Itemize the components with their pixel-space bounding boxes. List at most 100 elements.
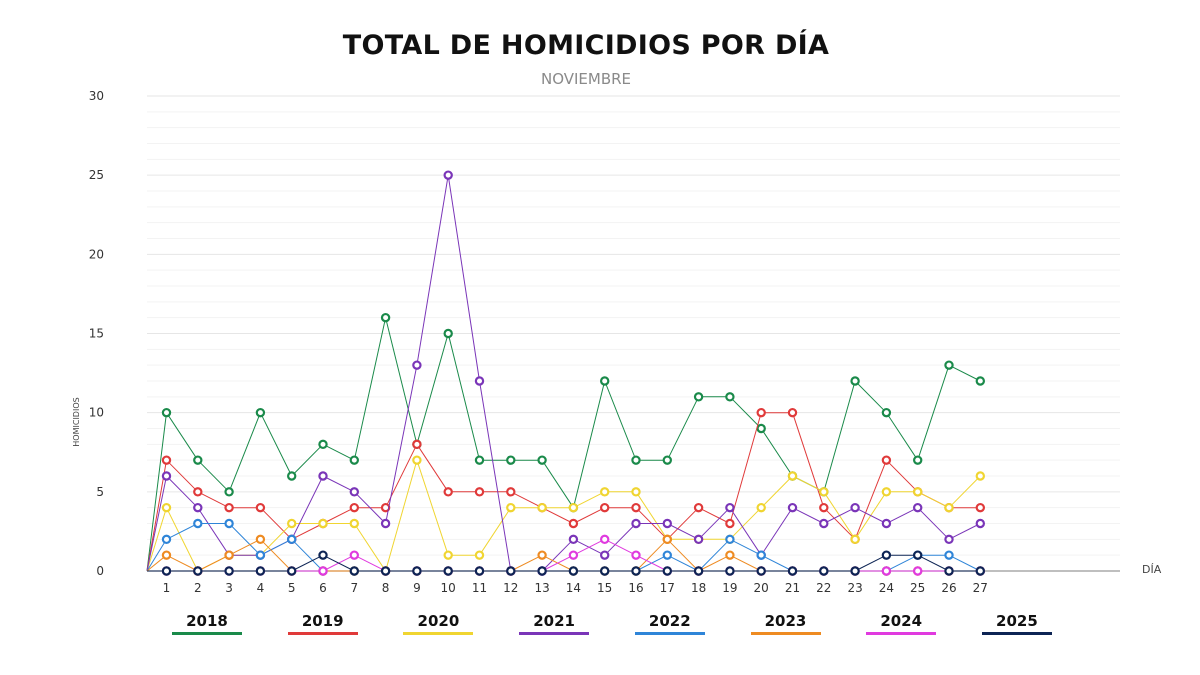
data-point[interactable] xyxy=(881,455,892,465)
data-point[interactable] xyxy=(725,392,735,402)
data-point[interactable] xyxy=(693,502,704,513)
data-point[interactable] xyxy=(944,566,954,576)
data-point[interactable] xyxy=(787,407,798,418)
data-point[interactable] xyxy=(318,518,328,529)
data-point[interactable] xyxy=(600,566,610,576)
data-point[interactable] xyxy=(725,502,735,513)
data-point[interactable] xyxy=(412,455,422,465)
data-point[interactable] xyxy=(506,566,516,576)
data-point[interactable] xyxy=(756,423,766,434)
data-point[interactable] xyxy=(412,360,422,370)
data-point[interactable] xyxy=(600,502,610,513)
data-point[interactable] xyxy=(756,550,766,560)
data-point[interactable] xyxy=(161,550,172,560)
data-point[interactable] xyxy=(756,502,766,513)
data-point[interactable] xyxy=(756,407,766,418)
data-point[interactable] xyxy=(380,566,391,576)
data-point[interactable] xyxy=(349,566,359,576)
data-point[interactable] xyxy=(662,534,673,545)
data-point[interactable] xyxy=(318,566,328,576)
data-point[interactable] xyxy=(193,502,203,513)
data-point[interactable] xyxy=(944,534,954,545)
data-point[interactable] xyxy=(380,518,391,529)
data-point[interactable] xyxy=(443,487,453,497)
data-point[interactable] xyxy=(913,566,923,576)
data-point[interactable] xyxy=(662,518,673,529)
data-point[interactable] xyxy=(944,550,954,560)
data-point[interactable] xyxy=(631,502,641,513)
data-point[interactable] xyxy=(756,566,766,576)
data-point[interactable] xyxy=(474,550,485,560)
data-point[interactable] xyxy=(224,518,234,529)
data-point[interactable] xyxy=(224,566,234,576)
data-point[interactable] xyxy=(725,518,735,529)
data-point[interactable] xyxy=(819,566,829,576)
data-point[interactable] xyxy=(318,439,328,450)
data-point[interactable] xyxy=(412,566,422,576)
data-point[interactable] xyxy=(600,376,610,386)
data-point[interactable] xyxy=(568,502,579,513)
data-point[interactable] xyxy=(662,566,673,576)
data-point[interactable] xyxy=(568,518,579,529)
data-point[interactable] xyxy=(975,502,986,513)
data-point[interactable] xyxy=(287,471,297,481)
data-point[interactable] xyxy=(255,566,266,576)
data-point[interactable] xyxy=(881,566,892,576)
data-point[interactable] xyxy=(725,566,735,576)
data-point[interactable] xyxy=(944,360,954,370)
data-point[interactable] xyxy=(819,502,829,513)
data-point[interactable] xyxy=(787,566,798,576)
data-point[interactable] xyxy=(975,471,986,481)
data-point[interactable] xyxy=(255,550,266,560)
data-point[interactable] xyxy=(568,550,579,560)
data-point[interactable] xyxy=(787,471,798,481)
data-point[interactable] xyxy=(318,471,328,481)
data-point[interactable] xyxy=(819,518,829,529)
data-point[interactable] xyxy=(537,455,547,465)
data-point[interactable] xyxy=(161,455,172,465)
data-point[interactable] xyxy=(568,566,579,576)
data-point[interactable] xyxy=(224,502,234,513)
data-point[interactable] xyxy=(506,455,516,465)
data-point[interactable] xyxy=(318,550,328,560)
data-point[interactable] xyxy=(693,534,704,545)
data-point[interactable] xyxy=(443,550,453,560)
data-point[interactable] xyxy=(443,328,453,339)
data-point[interactable] xyxy=(161,471,172,481)
data-point[interactable] xyxy=(600,487,610,497)
data-point[interactable] xyxy=(506,502,516,513)
data-point[interactable] xyxy=(255,534,266,545)
data-point[interactable] xyxy=(255,407,266,418)
data-point[interactable] xyxy=(662,550,673,560)
data-point[interactable] xyxy=(349,518,359,529)
data-point[interactable] xyxy=(975,518,986,529)
data-point[interactable] xyxy=(600,534,610,545)
data-point[interactable] xyxy=(224,550,234,560)
data-point[interactable] xyxy=(944,502,954,513)
data-point[interactable] xyxy=(287,518,297,529)
data-point[interactable] xyxy=(787,502,798,513)
data-point[interactable] xyxy=(975,566,986,576)
data-point[interactable] xyxy=(474,487,485,497)
data-point[interactable] xyxy=(474,376,485,386)
data-point[interactable] xyxy=(537,550,547,560)
data-point[interactable] xyxy=(224,487,234,497)
data-point[interactable] xyxy=(193,487,203,497)
data-point[interactable] xyxy=(568,534,579,545)
data-point[interactable] xyxy=(631,518,641,529)
data-point[interactable] xyxy=(537,566,547,576)
data-point[interactable] xyxy=(881,407,892,418)
data-point[interactable] xyxy=(193,455,203,465)
data-point[interactable] xyxy=(819,487,829,497)
data-point[interactable] xyxy=(975,376,986,386)
data-point[interactable] xyxy=(161,566,172,576)
data-point[interactable] xyxy=(193,566,203,576)
data-point[interactable] xyxy=(349,502,359,513)
data-point[interactable] xyxy=(913,502,923,513)
data-point[interactable] xyxy=(725,534,735,545)
data-point[interactable] xyxy=(913,550,923,560)
data-point[interactable] xyxy=(474,455,485,465)
data-point[interactable] xyxy=(443,566,453,576)
data-point[interactable] xyxy=(349,487,359,497)
data-point[interactable] xyxy=(600,550,610,560)
